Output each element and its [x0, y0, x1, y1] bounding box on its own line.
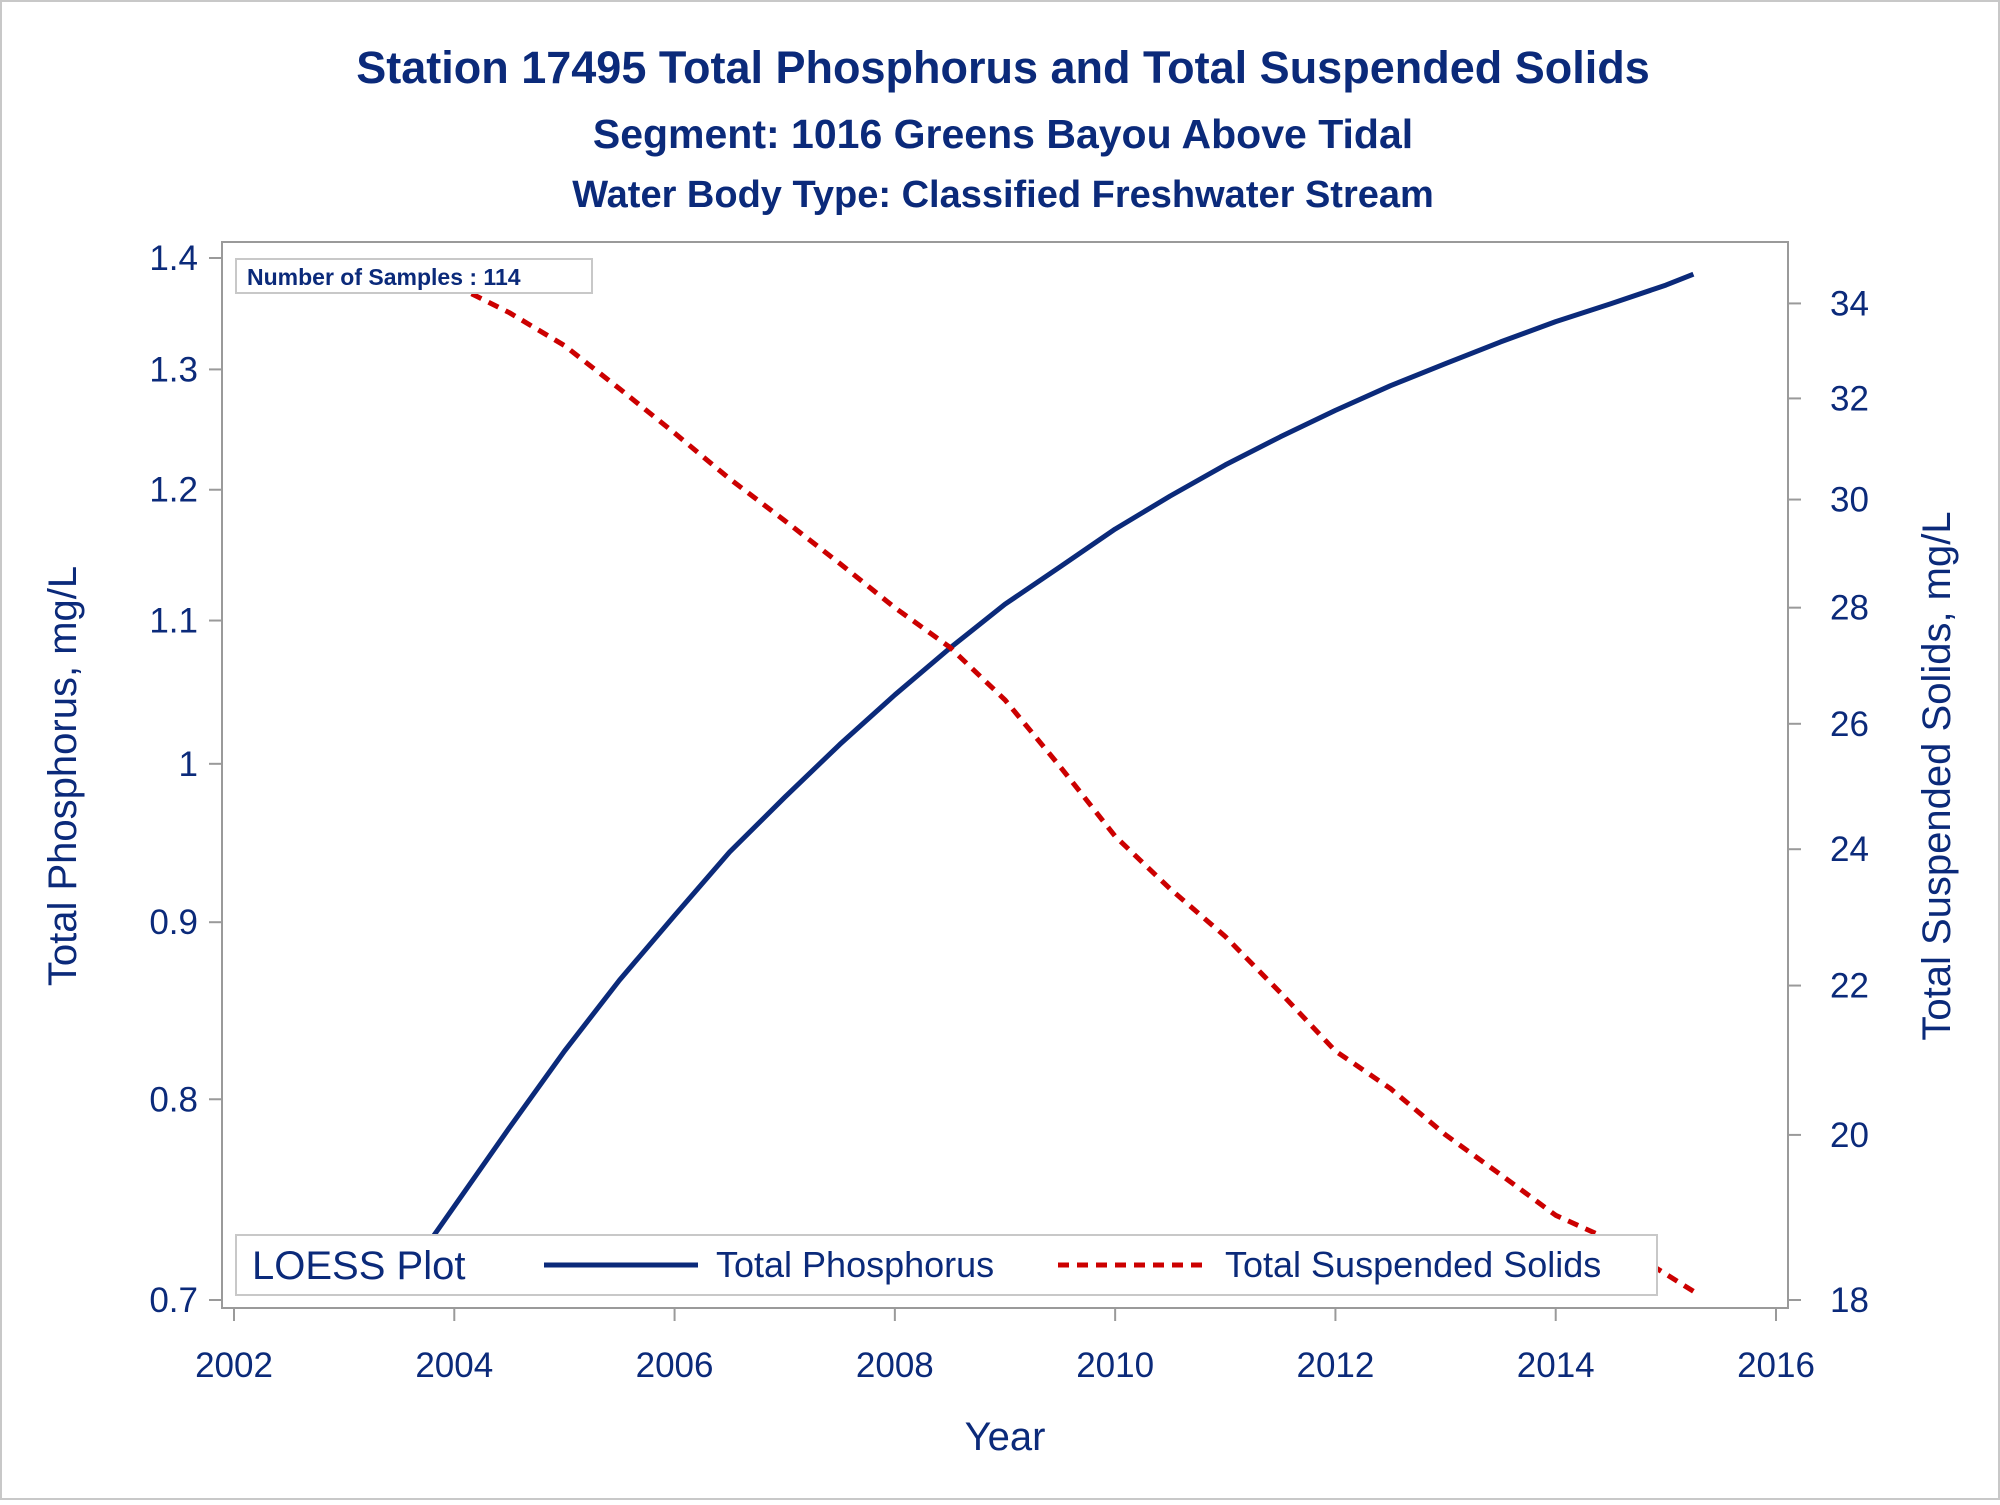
series-line-total-suspended-solids	[420, 264, 1695, 1294]
y2-tick-label-26: 26	[1830, 705, 1869, 744]
y2-tick-label-18: 18	[1830, 1281, 1869, 1320]
chart-title: Station 17495 Total Phosphorus and Total…	[356, 42, 1650, 93]
y-tick-label-1.4: 1.4	[149, 239, 198, 278]
x-tick-label-2014: 2014	[1517, 1346, 1595, 1385]
legend-box	[235, 1234, 1658, 1296]
sample-count-box	[235, 258, 593, 294]
chart-subtitle: Segment: 1016 Greens Bayou Above Tidal	[593, 111, 1413, 157]
x-tick-label-2008: 2008	[856, 1346, 934, 1385]
y-tick-label-0.9: 0.9	[149, 903, 198, 942]
y2-tick-label-34: 34	[1830, 284, 1869, 323]
series-line-total-phosphorus	[419, 271, 1695, 1255]
y-tick-label-0.8: 0.8	[149, 1080, 198, 1119]
x-tick-label-2010: 2010	[1076, 1346, 1154, 1385]
y-tick-label-1.2: 1.2	[149, 471, 198, 510]
x-tick-label-2004: 2004	[415, 1346, 493, 1385]
plot-area	[221, 241, 1789, 1309]
legend-title: LOESS Plot	[252, 1244, 465, 1288]
y2-tick-label-30: 30	[1830, 481, 1869, 520]
y2-tick-label-32: 32	[1830, 379, 1869, 418]
y2-tick-label-24: 24	[1830, 830, 1869, 869]
legend: LOESS Plot Total Phosphorus Total Suspen…	[235, 1234, 1658, 1296]
y-axis-right: 18 20 22 24 26 28 30 32 34	[1788, 284, 1869, 1320]
x-axis: 2002 2004 2006 2008 2010 2012 2014 2016	[195, 1308, 1815, 1385]
y-tick-label-1.1: 1.1	[149, 602, 198, 641]
x-tick-label-2006: 2006	[636, 1346, 714, 1385]
legend-label-total-suspended-solids: Total Suspended Solids	[1225, 1244, 1601, 1285]
x-axis-label: Year	[965, 1415, 1046, 1459]
x-tick-label-2012: 2012	[1296, 1346, 1374, 1385]
y-tick-label-1.3: 1.3	[149, 350, 198, 389]
y-axis-label: Total Phosphorus, mg/L	[41, 566, 85, 986]
y2-axis-label: Total Suspended Solids, mg/L	[1915, 511, 1959, 1040]
chart-subtitle-2: Water Body Type: Classified Freshwater S…	[572, 174, 1434, 216]
series-layer	[419, 264, 1695, 1294]
y2-tick-label-28: 28	[1830, 589, 1869, 628]
x-tick-label-2016: 2016	[1737, 1346, 1815, 1385]
legend-label-total-phosphorus: Total Phosphorus	[716, 1244, 994, 1285]
y2-tick-label-22: 22	[1830, 967, 1869, 1006]
sample-count-label: Number of Samples : 114	[247, 264, 521, 290]
y-tick-label-1: 1	[179, 745, 198, 784]
y-tick-label-0.7: 0.7	[149, 1281, 198, 1320]
x-tick-label-2002: 2002	[195, 1346, 273, 1385]
y-axis-left: 0.7 0.8 0.9 1 1.1 1.2 1.3 1.4	[149, 239, 222, 1320]
y2-tick-label-20: 20	[1830, 1116, 1869, 1155]
